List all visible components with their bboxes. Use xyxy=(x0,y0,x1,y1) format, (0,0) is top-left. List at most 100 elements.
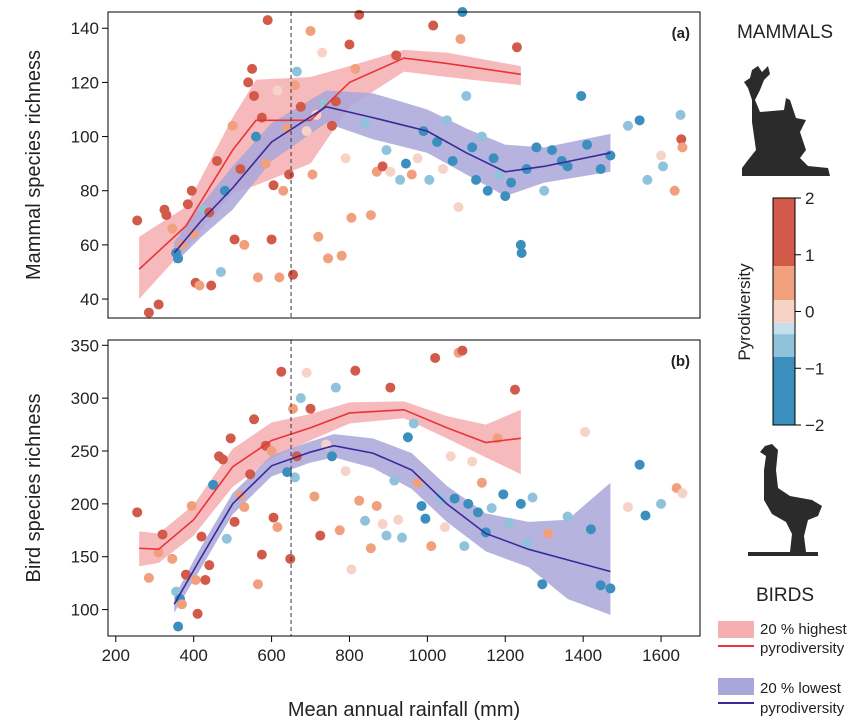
data-point xyxy=(656,150,667,161)
y-tick-label: 80 xyxy=(80,182,99,201)
data-point xyxy=(350,63,361,74)
data-point xyxy=(295,101,306,112)
data-point xyxy=(371,500,382,511)
data-point xyxy=(424,174,435,185)
data-point xyxy=(634,115,645,126)
data-point xyxy=(235,164,246,175)
data-point xyxy=(521,537,532,548)
colorbar-tick-label: 0 xyxy=(805,303,814,322)
data-point xyxy=(196,531,207,542)
data-point xyxy=(266,446,277,456)
data-point xyxy=(527,492,538,503)
data-point xyxy=(323,253,334,264)
data-point xyxy=(217,454,228,465)
series-line-highest xyxy=(138,57,521,270)
legend-label-line1: 20 % lowest xyxy=(760,680,842,697)
data-point xyxy=(309,491,320,502)
x-tick-label: 600 xyxy=(257,646,285,665)
data-point xyxy=(455,34,466,45)
data-point xyxy=(408,418,419,429)
data-point xyxy=(194,280,205,291)
data-point xyxy=(480,527,491,538)
data-point xyxy=(576,90,587,101)
colorbar-bin xyxy=(773,334,795,357)
data-point xyxy=(252,579,263,590)
data-point xyxy=(227,120,238,131)
data-point xyxy=(543,528,554,539)
legend-entry-highest: 20 % highest pyrodiversity xyxy=(718,621,848,657)
data-point xyxy=(330,382,341,393)
series-line-lowest xyxy=(173,444,611,605)
data-point xyxy=(391,50,402,61)
data-point xyxy=(282,467,293,478)
x-axis: 200 400 600 800 1000 1200 1400 1600 xyxy=(102,636,680,665)
data-point xyxy=(301,367,312,378)
data-point xyxy=(416,500,427,511)
data-point xyxy=(268,180,279,191)
y-tick-label: 100 xyxy=(71,601,99,620)
data-point xyxy=(182,199,193,210)
series-line-highest xyxy=(139,408,521,551)
x-tick-label: 1000 xyxy=(408,646,446,665)
colorbar-bin xyxy=(773,300,795,323)
y-tick-label: 350 xyxy=(71,336,99,355)
data-point xyxy=(262,15,273,26)
data-point xyxy=(397,532,408,543)
data-point xyxy=(658,161,668,172)
data-point xyxy=(385,382,396,393)
data-point xyxy=(346,564,357,575)
data-point xyxy=(278,185,289,196)
data-point xyxy=(251,131,261,142)
data-point xyxy=(476,131,487,142)
data-point xyxy=(381,530,392,541)
colorbar-title: Pyrodiversity xyxy=(735,263,754,361)
data-point xyxy=(488,153,499,164)
data-point xyxy=(288,269,298,280)
data-point xyxy=(432,136,443,147)
data-point xyxy=(215,266,226,277)
data-point xyxy=(247,63,258,74)
data-point xyxy=(354,495,365,506)
data-point xyxy=(229,516,240,527)
data-point xyxy=(167,553,178,564)
data-point xyxy=(365,210,376,221)
data-point xyxy=(463,498,474,509)
data-point xyxy=(447,155,458,166)
x-tick-label: 1600 xyxy=(642,646,680,665)
data-point xyxy=(344,39,355,50)
data-point xyxy=(506,177,517,188)
data-point xyxy=(317,47,328,58)
colorbar-bin xyxy=(773,322,795,335)
data-point xyxy=(547,145,557,156)
data-point xyxy=(239,239,250,250)
data-point xyxy=(272,522,283,533)
data-point xyxy=(676,134,687,145)
data-point xyxy=(430,352,441,363)
legend: 20 % highest pyrodiversity 20 % lowest p… xyxy=(718,621,848,717)
data-point xyxy=(268,512,279,523)
x-tick-label: 400 xyxy=(179,646,207,665)
data-point xyxy=(132,215,143,226)
data-point xyxy=(289,472,300,483)
data-point xyxy=(482,185,493,196)
data-point xyxy=(336,250,347,261)
y-axis-title: Mammal species richness xyxy=(23,50,45,280)
data-point xyxy=(580,426,591,437)
data-point xyxy=(498,489,509,500)
legend-label-line2: pyrodiversity xyxy=(760,700,845,717)
data-point xyxy=(562,161,573,172)
band-lowest-pyrodiversity xyxy=(174,434,611,615)
data-point xyxy=(208,479,219,490)
y-tick-label: 250 xyxy=(71,442,99,461)
data-point xyxy=(307,169,318,180)
mammals-title: MAMMALS xyxy=(737,22,833,43)
data-point xyxy=(171,586,182,597)
data-point xyxy=(395,174,406,185)
data-point xyxy=(476,477,487,488)
legend-entry-lowest: 20 % lowest pyrodiversity xyxy=(718,678,845,717)
data-point xyxy=(406,169,417,180)
y-axis-title: Bird species richness xyxy=(23,394,45,583)
data-point xyxy=(453,201,464,212)
panel-tag: (a) xyxy=(672,25,690,42)
data-point xyxy=(622,502,633,513)
